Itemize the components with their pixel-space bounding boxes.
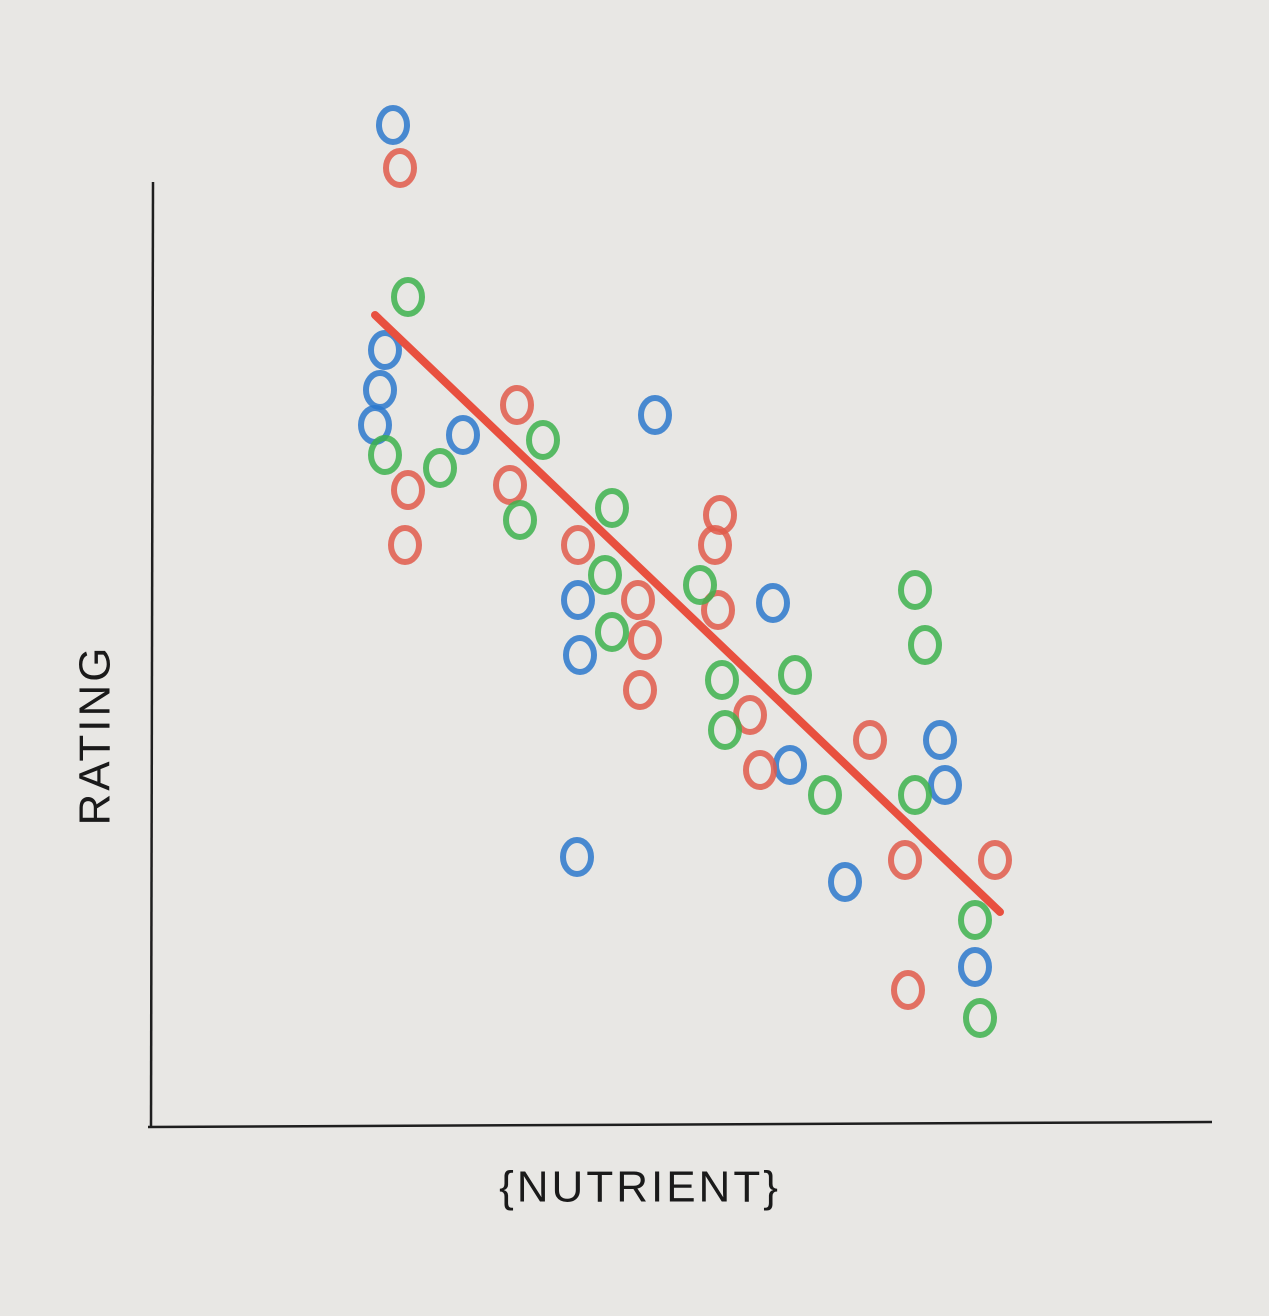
point xyxy=(500,385,534,425)
point xyxy=(376,105,410,145)
point xyxy=(446,415,480,455)
point xyxy=(595,488,629,528)
point xyxy=(526,420,560,460)
point xyxy=(778,655,812,695)
point xyxy=(391,470,425,510)
point xyxy=(388,525,422,565)
point xyxy=(563,635,597,675)
point xyxy=(705,660,739,700)
point xyxy=(923,720,957,760)
point xyxy=(638,395,672,435)
point xyxy=(828,862,862,902)
x-axis xyxy=(147,1120,1213,1129)
point xyxy=(708,710,742,750)
point xyxy=(683,565,717,605)
point xyxy=(908,625,942,665)
point xyxy=(963,998,997,1038)
point xyxy=(588,555,622,595)
point xyxy=(808,775,842,815)
point xyxy=(898,570,932,610)
point xyxy=(891,970,925,1010)
point xyxy=(493,465,527,505)
point xyxy=(628,620,662,660)
y-axis xyxy=(149,181,155,1128)
point xyxy=(853,720,887,760)
point xyxy=(423,448,457,488)
x-axis-label: {NUTRIENT} xyxy=(499,1163,781,1212)
point xyxy=(561,580,595,620)
point xyxy=(978,840,1012,880)
point xyxy=(888,840,922,880)
point xyxy=(561,525,595,565)
point xyxy=(391,277,425,317)
point xyxy=(368,330,402,370)
point xyxy=(560,837,594,877)
point xyxy=(623,670,657,710)
point xyxy=(368,435,402,475)
y-axis-label: RATING xyxy=(71,645,120,826)
point xyxy=(928,765,962,805)
point xyxy=(701,590,735,630)
point xyxy=(743,750,777,790)
point xyxy=(595,612,629,652)
point xyxy=(898,775,932,815)
trend-line xyxy=(371,311,1004,916)
point xyxy=(703,495,737,535)
point xyxy=(621,580,655,620)
point xyxy=(958,947,992,987)
point xyxy=(503,500,537,540)
point xyxy=(958,900,992,940)
point xyxy=(383,148,417,188)
point xyxy=(756,583,790,623)
